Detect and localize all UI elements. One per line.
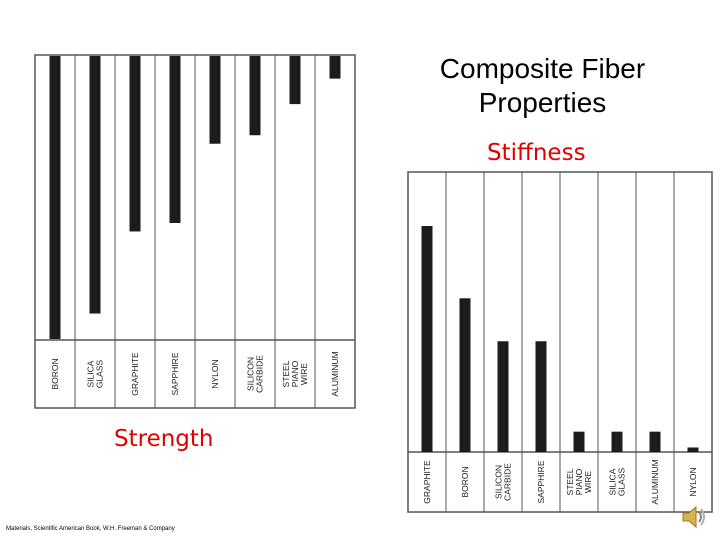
bar-graphite: [129, 56, 141, 232]
category-label-line: SILICA: [608, 468, 618, 495]
bar-graphite: [421, 226, 433, 452]
category-label-line: STEEL: [565, 468, 575, 495]
title-line-2: Properties: [478, 87, 607, 118]
category-label: SILICAGLASS: [608, 468, 627, 497]
category-label: NYLON: [688, 467, 698, 496]
category-label: SILICONCARBIDE: [246, 355, 265, 393]
category-label-line: SILICA: [86, 360, 96, 387]
category-label: GRAPHITE: [130, 352, 140, 396]
strength-chart-title: Strength: [114, 426, 214, 452]
category-label: STEELPIANOWIRE: [565, 468, 593, 495]
category-label: NYLON: [210, 359, 220, 388]
category-label-line: WIRE: [299, 363, 309, 386]
category-label-line: GRAPHITE: [130, 352, 140, 396]
category-label: GRAPHITE: [422, 460, 432, 504]
bar-sapphire: [535, 341, 547, 452]
category-label-line: CARBIDE: [503, 463, 513, 501]
title-line-1: Composite Fiber: [439, 53, 646, 84]
category-label-line: SAPPHIRE: [536, 460, 546, 503]
category-label-line: SAPPHIRE: [170, 352, 180, 395]
category-label: SAPPHIRE: [536, 460, 546, 503]
bar-sapphire: [169, 56, 181, 223]
category-label: ALUMINUM: [650, 459, 660, 504]
bar-silica-glass: [611, 431, 623, 452]
slide-title: Composite Fiber Properties: [400, 52, 685, 120]
category-label-line: NYLON: [210, 359, 220, 388]
bar-boron: [49, 56, 61, 339]
bar-silicon-carbide: [249, 56, 261, 136]
category-label: SILICONCARBIDE: [494, 463, 513, 501]
stiffness-chart-title: Stiffness: [487, 140, 586, 166]
category-label: SILICAGLASS: [86, 360, 105, 389]
category-label-line: WIRE: [583, 471, 593, 494]
bar-silicon-carbide: [497, 341, 509, 452]
category-label: STEELPIANOWIRE: [281, 360, 309, 387]
category-label-line: ALUMINUM: [650, 459, 660, 504]
speaker-icon[interactable]: [680, 503, 708, 536]
bar-steel-piano-wire: [573, 431, 585, 452]
category-label-line: GLASS: [617, 468, 627, 497]
bar-steel-piano-wire: [289, 56, 301, 105]
bar-aluminum: [649, 431, 661, 452]
bar-nylon: [209, 56, 221, 144]
category-label: BORON: [50, 358, 60, 389]
category-label-line: ALUMINUM: [330, 351, 340, 396]
bar-aluminum: [329, 56, 341, 79]
bar-boron: [459, 298, 471, 452]
category-label: SAPPHIRE: [170, 352, 180, 395]
bar-silica-glass: [89, 56, 101, 314]
category-label-line: STEEL: [281, 360, 291, 387]
bar-nylon: [687, 447, 699, 452]
category-label-line: SILICON: [494, 465, 504, 499]
category-label-line: GRAPHITE: [422, 460, 432, 504]
category-label-line: BORON: [460, 466, 470, 497]
category-label-line: PIANO: [574, 468, 584, 495]
category-label: BORON: [460, 466, 470, 497]
category-label: ALUMINUM: [330, 351, 340, 396]
category-label-line: GLASS: [95, 360, 105, 389]
category-label-line: SILICON: [246, 357, 256, 391]
category-label-line: PIANO: [290, 360, 300, 387]
category-label-line: CARBIDE: [255, 355, 265, 393]
source-credit: Materials, Scientific American Book, W.H…: [6, 526, 175, 532]
category-label-line: BORON: [50, 358, 60, 389]
category-label-line: NYLON: [688, 467, 698, 496]
